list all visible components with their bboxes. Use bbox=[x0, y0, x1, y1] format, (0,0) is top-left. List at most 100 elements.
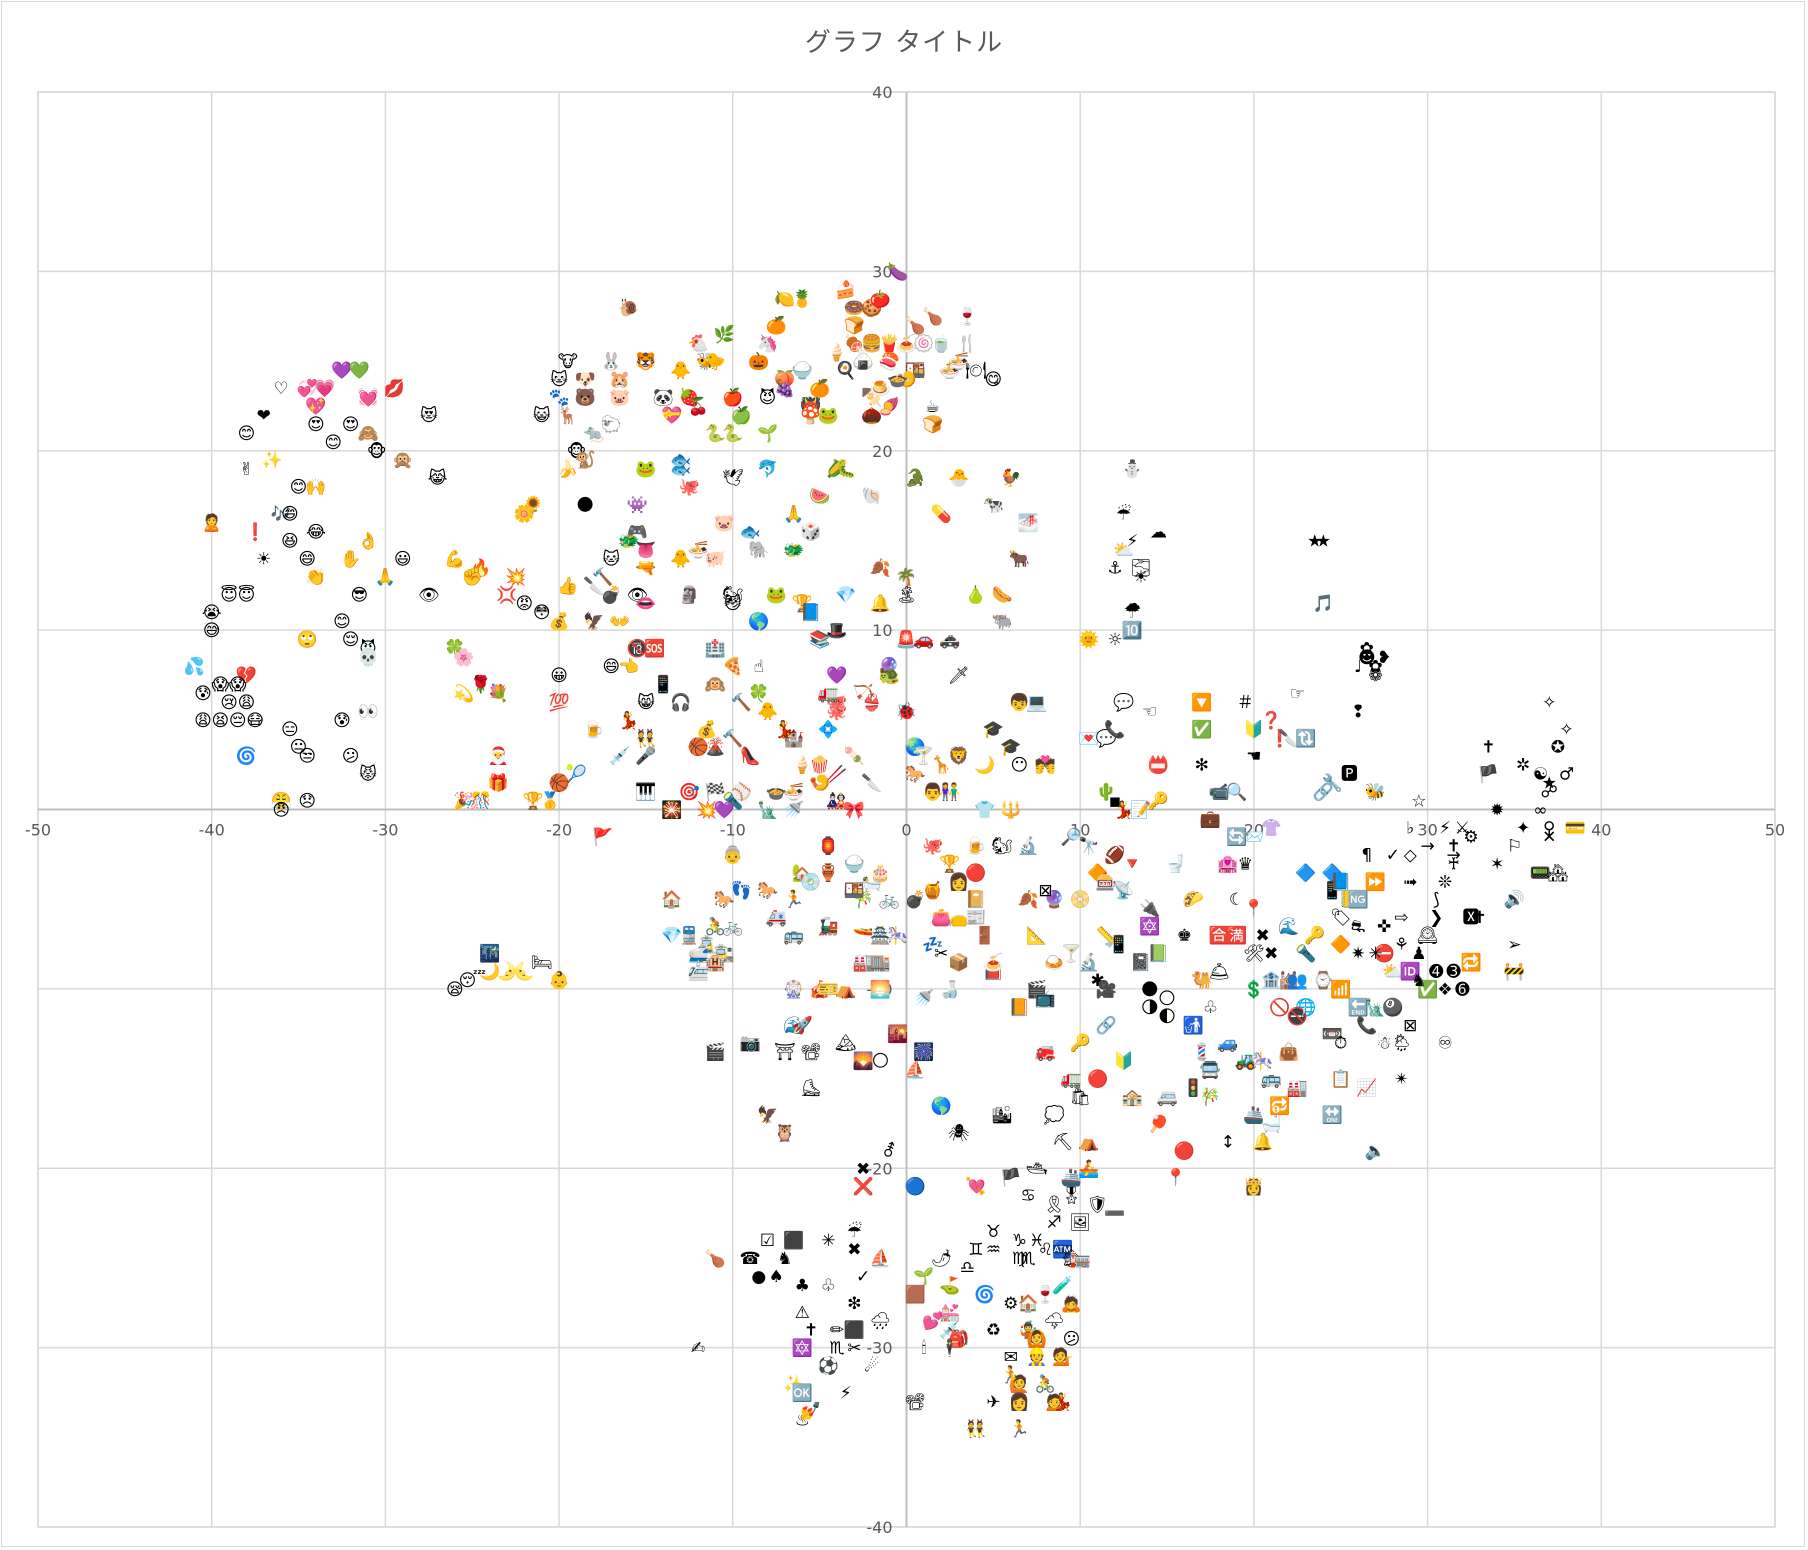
scatter-point: ⛅ bbox=[1382, 962, 1403, 982]
scatter-point: 🐍 bbox=[722, 423, 743, 444]
scatter-point: 👦 bbox=[1009, 692, 1030, 713]
scatter-point: 🍡 bbox=[844, 746, 865, 767]
scatter-point: 💰 bbox=[549, 611, 570, 632]
scatter-point: 🌰 bbox=[861, 406, 882, 426]
scatter-point: 🗿 bbox=[679, 584, 700, 605]
x-tick-label: -20 bbox=[546, 821, 572, 840]
scatter-point: ⚲ bbox=[1543, 818, 1555, 838]
scatter-point: 🔵 bbox=[905, 1176, 926, 1197]
scatter-point: 🙆 bbox=[1026, 1329, 1047, 1350]
scatter-point: 🐻 bbox=[575, 387, 596, 408]
scatter-point: 🔌 bbox=[1139, 898, 1160, 919]
scatter-point: 🙏 bbox=[375, 567, 396, 587]
scatter-point: ✿ bbox=[1360, 639, 1374, 659]
scatter-point: 💼 bbox=[1200, 809, 1221, 829]
scatter-point: 🎉 bbox=[453, 791, 474, 812]
scatter-point: ✝ bbox=[1473, 908, 1487, 928]
scatter-point: 🔷 bbox=[1321, 862, 1342, 883]
scatter-point: ⛄ bbox=[1122, 459, 1143, 480]
scatter-point: 🏩 bbox=[1217, 854, 1238, 874]
scatter-point: 🔗 bbox=[1313, 782, 1334, 803]
scatter-point: 📽 bbox=[904, 1392, 926, 1412]
scatter-point: 🔔 bbox=[1252, 1132, 1273, 1152]
scatter-point: 😸 bbox=[637, 692, 655, 713]
scatter-point: ❗ bbox=[1269, 728, 1290, 749]
scatter-point: 😄 bbox=[602, 657, 620, 677]
scatter-point: 🎪 bbox=[809, 979, 830, 1000]
scatter-point: ★ bbox=[1316, 531, 1331, 551]
scatter-point: 🔪 bbox=[861, 773, 882, 794]
scatter-point: ✖ bbox=[1264, 944, 1278, 964]
scatter-point: 🔨 bbox=[592, 566, 613, 587]
scatter-point: 🍽 bbox=[965, 361, 987, 381]
scatter-point: 📍 bbox=[1243, 898, 1264, 919]
scatter-point: 🍜 bbox=[948, 352, 969, 372]
scatter-point: 🍢 bbox=[861, 387, 882, 408]
chart-title: グラフ タイトル bbox=[804, 28, 1004, 58]
scatter-point: ♧ bbox=[821, 1276, 836, 1296]
scatter-point: 🙎 bbox=[201, 513, 222, 534]
scatter-point: 🎂 bbox=[870, 862, 891, 883]
scatter-point: 🏀 bbox=[549, 772, 570, 794]
scatter-point: ✧ bbox=[1542, 693, 1556, 713]
scatter-point: 💃 bbox=[1113, 800, 1134, 821]
scatter-point: ♩ bbox=[1354, 657, 1362, 677]
scatter-point: ❢ bbox=[1351, 702, 1365, 722]
scatter-point: 💣 bbox=[601, 584, 622, 605]
scatter-point: 🔴 bbox=[1174, 1140, 1195, 1161]
scatter-point: 🔶 bbox=[1330, 934, 1351, 955]
scatter-point: 🌫 bbox=[1130, 558, 1152, 578]
scatter-point: ✓ bbox=[856, 1267, 870, 1287]
scatter-point: 📹 bbox=[1209, 783, 1230, 803]
scatter-point: 🏣 bbox=[1070, 1249, 1091, 1269]
scatter-point: 🆗 bbox=[792, 1382, 813, 1403]
scatter-point: 🌩 bbox=[1043, 1312, 1065, 1332]
scatter-point: 🏨 bbox=[705, 953, 726, 973]
scatter-point: 😠 bbox=[272, 801, 290, 821]
scatter-point: 🍀 bbox=[444, 638, 465, 659]
scatter-point: 🙇 bbox=[1061, 1293, 1082, 1314]
scatter-point: ☄ bbox=[864, 1357, 879, 1377]
scatter-point: 🏃 bbox=[783, 889, 804, 910]
scatter-point: 🚢 bbox=[1061, 1168, 1082, 1188]
scatter-point: 💜 bbox=[331, 361, 353, 381]
scatter-point: 💯 bbox=[549, 692, 570, 713]
scatter-point: 🌊 bbox=[783, 1015, 804, 1036]
scatter-point: ✖ bbox=[856, 1159, 870, 1179]
scatter-point: 🍲 bbox=[766, 783, 787, 803]
scatter-point: 🌑 bbox=[1141, 980, 1159, 1000]
scatter-point: 🦅 bbox=[583, 611, 604, 632]
scatter-point: 🍂 bbox=[1018, 889, 1039, 910]
scatter-point: 👛 bbox=[931, 908, 952, 928]
scatter-point: 🚲 bbox=[879, 890, 900, 910]
x-tick-label: 50 bbox=[1765, 821, 1785, 840]
scatter-point: 🍗 bbox=[705, 1248, 726, 1269]
scatter-point: 🙌 bbox=[305, 478, 326, 498]
scatter-point: 🎶 bbox=[271, 505, 292, 525]
scatter-point: 🔰 bbox=[1243, 719, 1264, 740]
scatter-point: 🥇 bbox=[540, 791, 561, 812]
scatter-point: ❥ bbox=[1377, 648, 1391, 668]
scatter-point: 👥 bbox=[1287, 971, 1308, 991]
scatter-point: 🐸 bbox=[766, 585, 787, 605]
scatter-point: 🚿 bbox=[913, 988, 934, 1009]
scatter-point: 💃 bbox=[618, 710, 639, 731]
scatter-point: 🚛 bbox=[1061, 1070, 1082, 1090]
scatter-point: 😾 bbox=[359, 764, 377, 785]
scatter-point: 🐝 bbox=[696, 352, 717, 372]
scatter-point: 🙄 bbox=[297, 630, 318, 650]
scatter-point: 💔 bbox=[236, 666, 258, 686]
scatter-point: 🎀 bbox=[844, 801, 865, 821]
x-tick-label: 10 bbox=[1070, 821, 1090, 840]
scatter-point: ♠ bbox=[769, 1267, 784, 1287]
scatter-point: 🐙 bbox=[826, 693, 847, 713]
scatter-point: 💖 bbox=[305, 396, 327, 417]
scatter-point: ♑ bbox=[1012, 1231, 1027, 1251]
scatter-point: 🔴 bbox=[965, 862, 986, 883]
scatter-point: 🌑 bbox=[576, 496, 594, 516]
scatter-point: ✱ bbox=[1090, 971, 1104, 991]
scatter-point: 🚑 bbox=[766, 908, 787, 928]
scatter-point: 📓 bbox=[1130, 953, 1151, 973]
scatter-point: 💏 bbox=[1035, 755, 1056, 776]
scatter-point: ⚡ bbox=[840, 1383, 852, 1403]
